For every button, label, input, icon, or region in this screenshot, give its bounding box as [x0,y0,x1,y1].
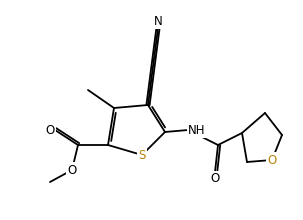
Text: O: O [267,154,277,167]
Text: S: S [138,148,146,161]
Text: O: O [210,172,220,185]
Text: O: O [67,163,77,176]
Text: O: O [46,123,55,136]
Text: N: N [154,15,162,28]
Text: NH: NH [188,123,205,136]
